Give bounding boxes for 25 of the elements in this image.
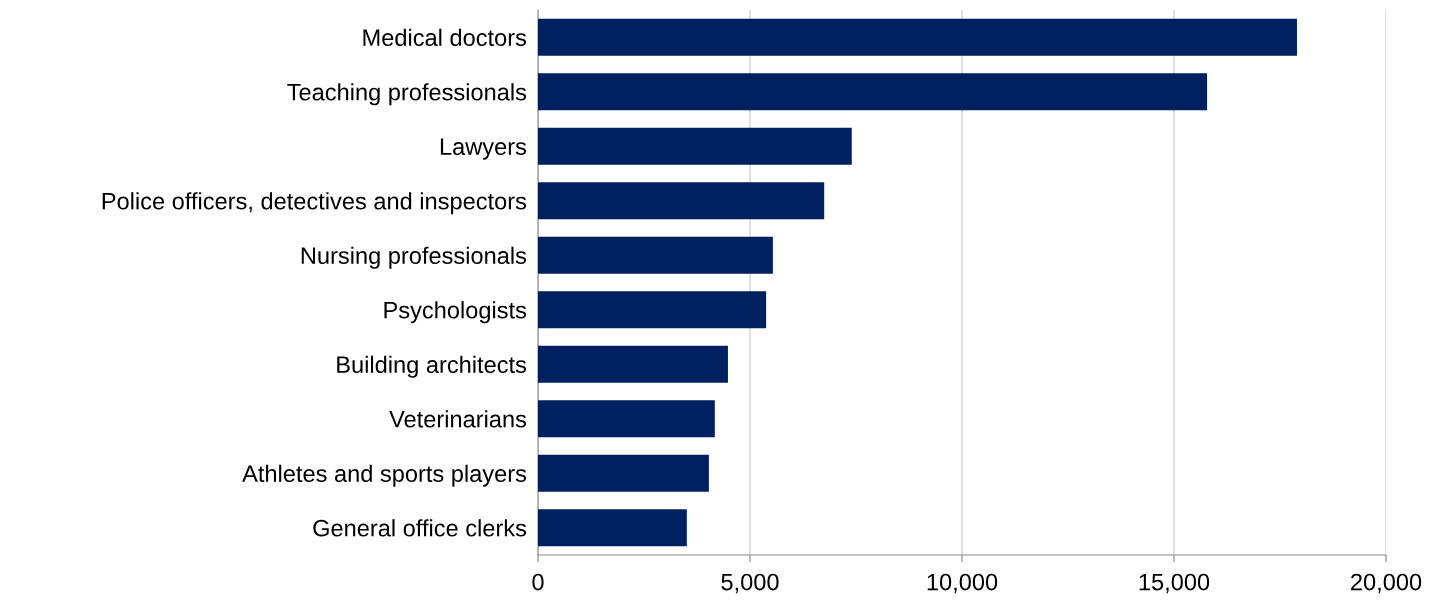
bar: [538, 182, 825, 220]
bar: [538, 345, 728, 383]
x-tick-label: 15,000: [1139, 573, 1210, 594]
bar: [538, 454, 709, 492]
y-tick-label: General office clerks: [313, 519, 527, 537]
bar: [538, 127, 852, 165]
x-tick-label: 0: [532, 573, 544, 591]
bar: [538, 291, 767, 329]
x-tick-label: 10,000: [927, 573, 998, 594]
y-tick-label: Nursing professionals: [301, 246, 527, 269]
y-tick-label: Police officers, detectives and inspectors: [102, 192, 527, 215]
bar: [538, 400, 715, 438]
bar: [538, 73, 1208, 111]
y-tick-label: Lawyers: [440, 138, 527, 160]
y-tick-label: Medical doctors: [363, 28, 527, 47]
y-tick-label: Building architects: [337, 355, 527, 378]
x-tick-label: 5,000: [721, 573, 779, 594]
y-tick-label: Teaching professionals: [287, 83, 527, 106]
y-tick-label: Psychologists: [384, 301, 527, 324]
bar: [538, 18, 1297, 56]
bar: [538, 509, 687, 547]
bar: [538, 236, 773, 274]
y-tick-label: Veterinarians: [389, 410, 527, 428]
x-tick-label: 20,000: [1351, 573, 1422, 594]
y-tick-label: Athletes and sports players: [242, 464, 527, 487]
